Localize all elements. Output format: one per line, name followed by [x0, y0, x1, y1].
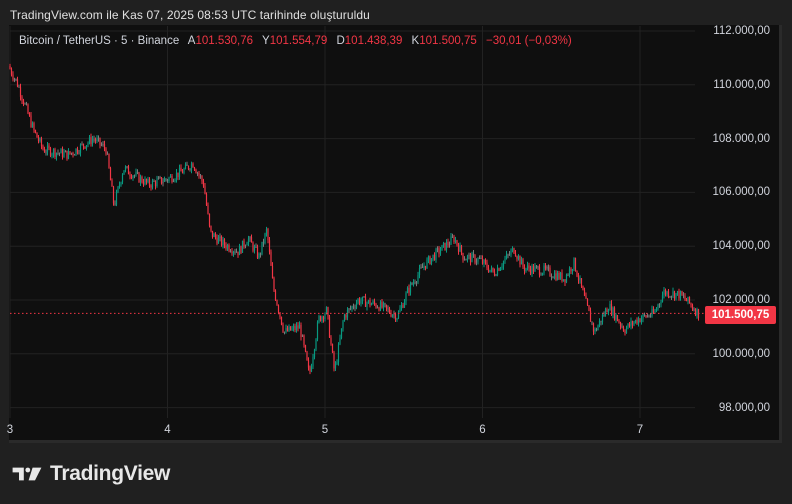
tradingview-wordmark: TradingView [50, 462, 171, 485]
chart-pane[interactable] [9, 25, 782, 443]
low-value: 101.438,39 [344, 35, 403, 47]
time-axis-label: 3 [6, 424, 14, 436]
price-axis-label: 108.000,00 [712, 132, 770, 145]
price-axis-label: 102.000,00 [712, 294, 770, 306]
change-value: −30,01 (−0,03%) [485, 35, 572, 47]
low-label: D [336, 35, 345, 47]
close-value: 101.500,75 [419, 35, 477, 47]
high-value: 101.554,79 [269, 35, 328, 47]
last-price-tag: 101.500,75 [705, 306, 776, 324]
close-label: K [411, 35, 420, 47]
chart-caption: TradingView.com ile Kas 07, 2025 08:53 U… [10, 8, 370, 22]
high-label: Y [262, 35, 270, 47]
price-axis-label: 104.000,00 [712, 240, 770, 253]
candles [9, 63, 700, 375]
open-label: A [187, 35, 196, 47]
price-axis-label: 98.000,00 [718, 401, 770, 414]
price-axis-label: 112.000,00 [713, 25, 770, 37]
time-axis-label: 4 [164, 424, 171, 436]
time-axis-label: 5 [321, 424, 329, 436]
symbol-title[interactable]: Bitcoin / TetherUS · 5 · Binance [19, 35, 180, 47]
time-axis-label: 6 [479, 424, 486, 436]
tradingview-logo[interactable]: TradingView [12, 462, 170, 486]
time-axis-label: 7 [636, 424, 644, 436]
symbol-legend: Bitcoin / TetherUS · 5 · Binance A101.53… [19, 35, 572, 47]
tradingview-logo-icon [12, 467, 42, 481]
price-axis-label: 100.000,00 [712, 347, 770, 360]
open-value: 101.530,76 [195, 35, 254, 47]
price-axis-label: 110.000,00 [713, 78, 770, 91]
price-axis-label: 106.000,00 [712, 186, 770, 199]
